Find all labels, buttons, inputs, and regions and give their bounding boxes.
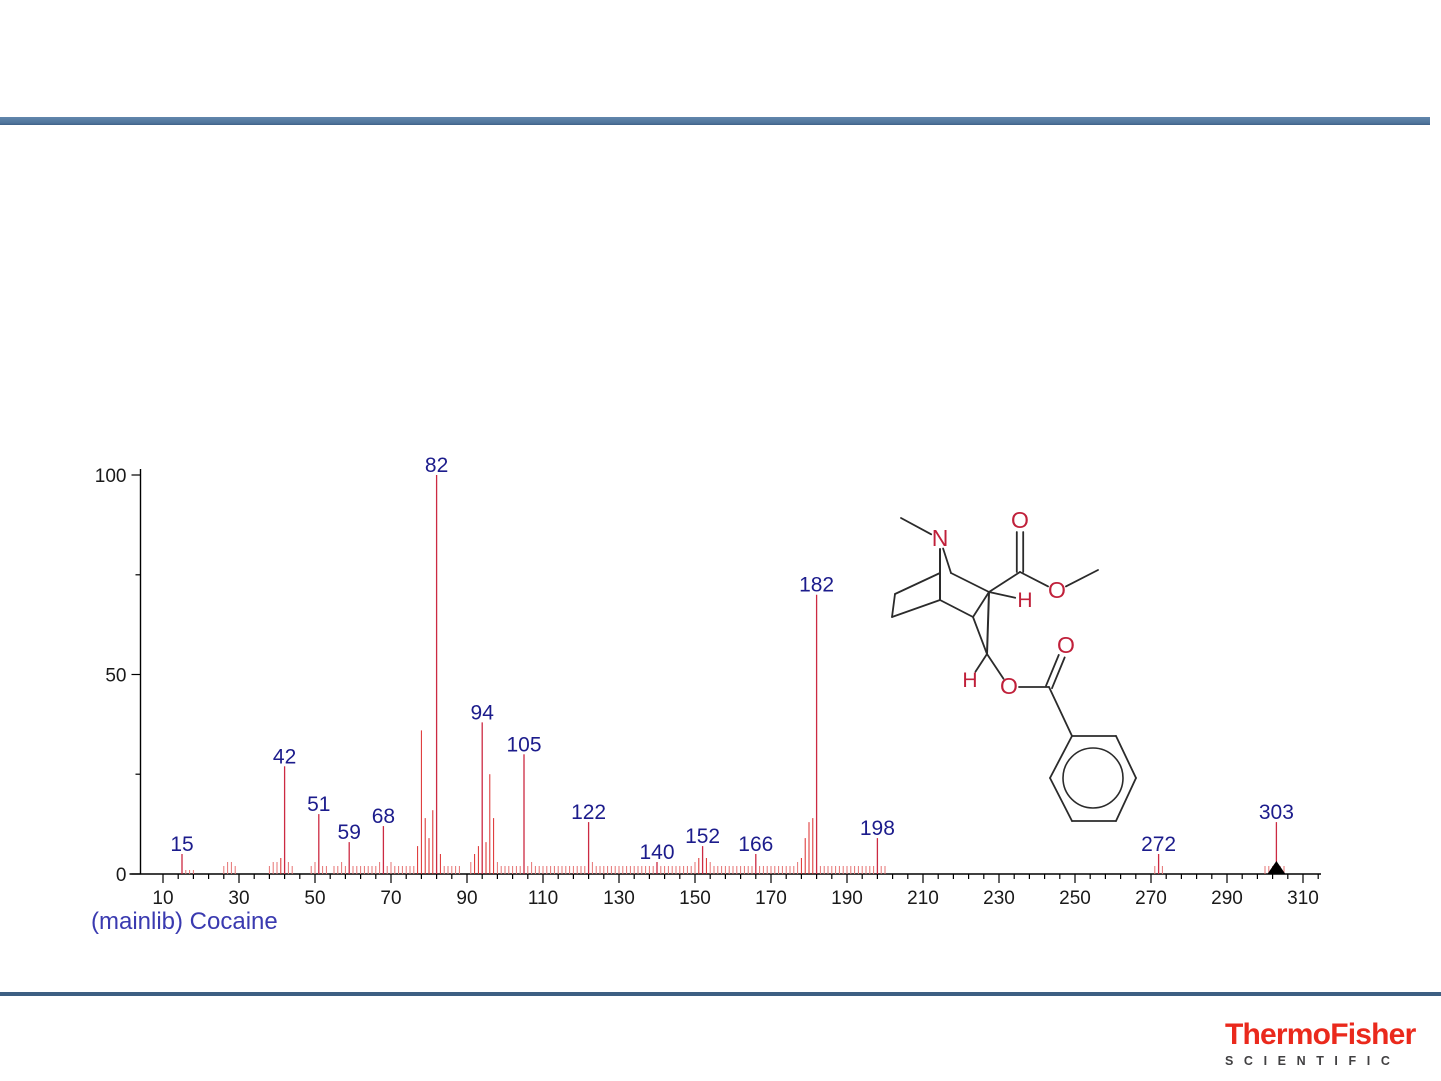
svg-text:50: 50 — [304, 888, 325, 909]
svg-text:82: 82 — [425, 454, 448, 477]
svg-text:110: 110 — [528, 888, 558, 909]
svg-text:N: N — [932, 525, 949, 551]
svg-text:140: 140 — [639, 841, 674, 864]
svg-text:42: 42 — [273, 745, 296, 768]
svg-text:166: 166 — [738, 833, 773, 856]
svg-text:270: 270 — [1135, 888, 1167, 909]
svg-text:30: 30 — [228, 888, 249, 909]
svg-text:230: 230 — [983, 888, 1015, 909]
svg-text:O: O — [1011, 507, 1029, 533]
svg-text:303: 303 — [1259, 801, 1294, 824]
svg-text:50: 50 — [105, 666, 126, 687]
svg-text:105: 105 — [506, 733, 541, 756]
svg-text:O: O — [1000, 673, 1018, 699]
svg-text:290: 290 — [1211, 888, 1243, 909]
svg-text:190: 190 — [831, 888, 863, 909]
svg-text:H: H — [962, 669, 977, 692]
svg-text:272: 272 — [1141, 833, 1176, 856]
svg-text:51: 51 — [307, 793, 330, 816]
svg-text:170: 170 — [755, 888, 787, 909]
svg-text:250: 250 — [1059, 888, 1091, 909]
svg-text:130: 130 — [603, 888, 635, 909]
svg-text:150: 150 — [679, 888, 711, 909]
svg-text:68: 68 — [372, 805, 395, 828]
svg-text:198: 198 — [860, 817, 895, 840]
svg-text:O: O — [1057, 632, 1075, 658]
svg-text:210: 210 — [907, 888, 939, 909]
svg-text:15: 15 — [170, 833, 193, 856]
svg-text:H: H — [1017, 589, 1032, 612]
svg-text:310: 310 — [1287, 888, 1319, 909]
svg-text:122: 122 — [571, 801, 606, 824]
svg-text:94: 94 — [471, 701, 495, 724]
svg-text:152: 152 — [685, 825, 720, 848]
svg-text:100: 100 — [95, 466, 127, 487]
svg-text:0: 0 — [116, 865, 127, 886]
svg-text:O: O — [1048, 577, 1066, 603]
svg-text:70: 70 — [380, 888, 401, 909]
svg-text:59: 59 — [338, 821, 361, 844]
svg-text:10: 10 — [152, 888, 173, 909]
svg-text:90: 90 — [456, 888, 477, 909]
svg-text:182: 182 — [799, 574, 834, 597]
